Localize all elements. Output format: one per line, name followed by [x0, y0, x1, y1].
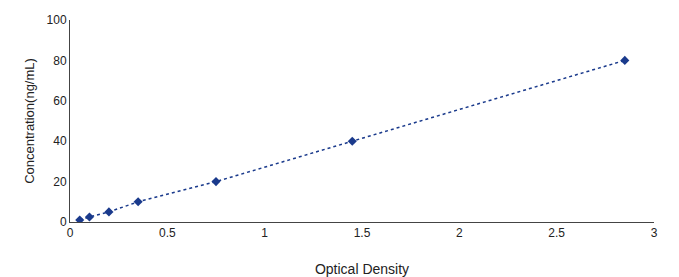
svg-text:1.5: 1.5	[354, 226, 371, 240]
svg-text:60: 60	[53, 94, 67, 108]
svg-text:0: 0	[67, 226, 74, 240]
svg-text:80: 80	[53, 54, 67, 68]
svg-text:1: 1	[261, 226, 268, 240]
svg-text:Optical Density: Optical Density	[315, 261, 409, 277]
svg-text:2.5: 2.5	[548, 226, 565, 240]
svg-text:Concentration(ng/mL): Concentration(ng/mL)	[22, 58, 37, 184]
svg-text:20: 20	[53, 175, 67, 189]
svg-text:2: 2	[456, 226, 463, 240]
svg-text:3: 3	[651, 226, 658, 240]
svg-text:100: 100	[47, 13, 67, 27]
svg-text:0.5: 0.5	[159, 226, 176, 240]
svg-text:0: 0	[60, 215, 67, 229]
svg-text:40: 40	[53, 134, 67, 148]
